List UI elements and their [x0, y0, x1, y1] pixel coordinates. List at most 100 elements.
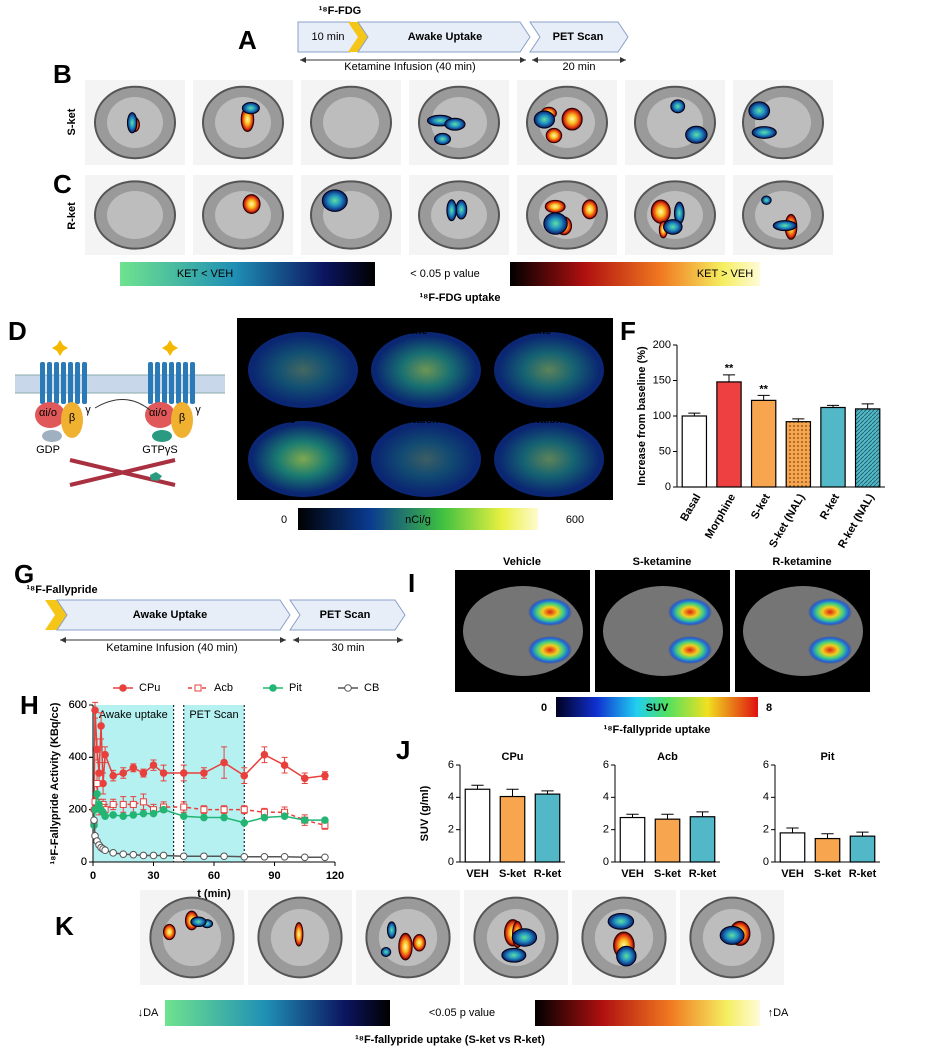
region-label: Awake uptake [99, 709, 168, 721]
marker [91, 706, 99, 715]
marker [300, 816, 309, 824]
x-tick-label: R-ket [689, 868, 717, 880]
suv-hot [808, 598, 852, 626]
error-bar [696, 811, 709, 817]
image-label: S-ket + Naloxone [369, 414, 458, 426]
marker [139, 769, 148, 777]
error-bar [826, 404, 840, 408]
section-uptake [499, 425, 599, 493]
scale-min: 0 [281, 514, 287, 526]
marker [119, 812, 128, 821]
cold-cluster [444, 117, 466, 131]
cold-cluster [434, 132, 452, 146]
bar [464, 788, 491, 863]
marker [260, 750, 269, 759]
receptor-helix [176, 362, 181, 404]
marker [260, 852, 269, 861]
suv-hot [528, 636, 572, 664]
scale-label: KET < VEH [177, 268, 233, 280]
marker [240, 852, 249, 861]
gtp-free [150, 472, 162, 481]
error-bar [786, 827, 799, 833]
cold-cluster [607, 912, 635, 930]
ligand [162, 340, 178, 356]
cold-cluster [501, 947, 527, 963]
marker [149, 809, 158, 818]
x-tick-label: 90 [268, 870, 280, 882]
subunit-label: β [69, 412, 75, 424]
panel-label: H [20, 690, 39, 720]
subunit-label: γ [85, 404, 91, 416]
bar [716, 381, 742, 488]
cold-cluster [761, 195, 772, 205]
x-tick-label: 120 [326, 870, 344, 882]
hot-cluster [561, 107, 583, 131]
cold-cluster [386, 921, 397, 939]
image-title: Vehicle [503, 556, 541, 568]
receptor-helix [169, 362, 174, 404]
marker [97, 722, 105, 730]
cold-cluster [511, 928, 538, 947]
arrow-head [300, 57, 306, 63]
marker [280, 852, 289, 861]
y-tick-label: 200 [69, 804, 87, 816]
error-bar [861, 403, 874, 409]
shaded-region [183, 705, 245, 862]
marker [179, 812, 188, 821]
tracer-label: ¹⁸F-Fallypride [26, 584, 97, 596]
cold-cluster [685, 125, 708, 144]
x-tick-label: VEH [466, 868, 489, 880]
marker [139, 798, 147, 806]
arrow-head [520, 57, 526, 63]
brain-anat [463, 586, 583, 676]
duration-label: Ketamine Infusion (40 min) [344, 61, 475, 73]
section-uptake [253, 425, 353, 493]
color-scale [165, 1000, 390, 1026]
cold-cluster [321, 189, 348, 212]
error-bar [506, 788, 519, 797]
scale-label: KET > VEH [697, 268, 753, 280]
marker [280, 761, 289, 769]
marker [119, 800, 127, 808]
y-tick-label: 100 [653, 410, 671, 422]
receptor-helix [162, 362, 167, 404]
subunit-label: αi/o [39, 407, 57, 419]
legend-label: Acb [214, 682, 233, 694]
exchange-arrow [94, 399, 151, 411]
cold-cluster [748, 101, 771, 121]
marker [220, 852, 228, 861]
scale-unit: SUV [646, 702, 669, 714]
arrow-head [60, 637, 66, 643]
region-label: PET Scan [189, 709, 238, 721]
marker [129, 850, 138, 859]
marker [109, 849, 117, 857]
marker [180, 803, 188, 811]
y-tick-label: 0 [603, 856, 609, 868]
step-label: PET Scan [320, 609, 371, 621]
scale-max: 600 [566, 514, 584, 526]
suv-hot [528, 598, 572, 626]
timeline-step [56, 599, 291, 631]
marker [240, 806, 248, 814]
marker [240, 818, 249, 827]
brain-anat [743, 586, 863, 676]
cold-cluster [446, 199, 457, 222]
y-tick-label: 6 [603, 759, 609, 771]
step-label: Awake Uptake [133, 609, 207, 621]
cold-cluster [751, 126, 777, 139]
y-tick-label: 400 [69, 751, 87, 763]
marker [300, 853, 309, 862]
cold-cluster [455, 199, 468, 220]
scale-title: ¹⁸F-fallypride uptake (S-ket vs R-ket) [355, 1034, 545, 1046]
x-tick-label: 0 [90, 870, 96, 882]
error-bar [626, 813, 639, 818]
bar [499, 795, 526, 863]
legend-label: CB [364, 682, 379, 694]
y-tick-label: 2 [448, 824, 454, 836]
marker [220, 806, 228, 814]
y-tick-label: 150 [653, 374, 671, 386]
marker [321, 853, 329, 862]
panel-label: A [238, 25, 257, 55]
legend-marker [269, 684, 277, 692]
hot-cluster [581, 199, 598, 220]
